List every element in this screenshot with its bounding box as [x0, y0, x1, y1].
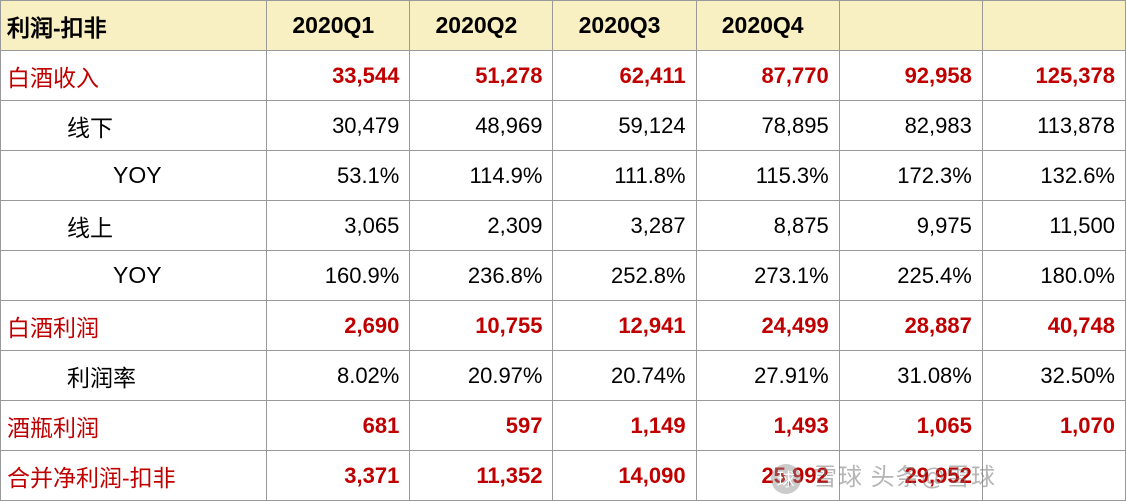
data-cell: 28,887 — [839, 301, 982, 351]
table-row: 利润率8.02%20.97%20.74%27.91%31.08%32.50% — [1, 351, 1126, 401]
data-cell: 1,149 — [553, 401, 696, 451]
data-cell: 33,544 — [267, 51, 410, 101]
row-label: 白酒收入 — [1, 51, 267, 101]
data-cell: 114.9% — [410, 151, 553, 201]
header-cell: 利润-扣非 — [1, 1, 267, 51]
data-cell: 51,278 — [410, 51, 553, 101]
data-cell: 8,875 — [696, 201, 839, 251]
data-cell: 125,378 — [982, 51, 1125, 101]
data-cell: 31.08% — [839, 351, 982, 401]
row-label: 线上 — [1, 201, 267, 251]
data-cell: 30,479 — [267, 101, 410, 151]
data-cell: 1,070 — [982, 401, 1125, 451]
data-cell: 681 — [267, 401, 410, 451]
data-cell: 11,500 — [982, 201, 1125, 251]
data-cell: 24,499 — [696, 301, 839, 351]
table-row: 合并净利润-扣非3,37111,35214,09025,99229,952 — [1, 451, 1126, 501]
data-cell: 2,309 — [410, 201, 553, 251]
data-cell: 8.02% — [267, 351, 410, 401]
row-label: 利润率 — [1, 351, 267, 401]
data-cell: 11,352 — [410, 451, 553, 501]
data-cell: 92,958 — [839, 51, 982, 101]
data-cell: 1,493 — [696, 401, 839, 451]
table-row: 白酒利润2,69010,75512,94124,49928,88740,748 — [1, 301, 1126, 351]
table-row: 线上3,0652,3093,2878,8759,97511,500 — [1, 201, 1126, 251]
data-cell: 78,895 — [696, 101, 839, 151]
data-cell: 20.74% — [553, 351, 696, 401]
table-row: YOY160.9%236.8%252.8%273.1%225.4%180.0% — [1, 251, 1126, 301]
data-cell: 3,371 — [267, 451, 410, 501]
data-cell: 3,287 — [553, 201, 696, 251]
header-cell: 2020Q1 — [267, 1, 410, 51]
data-cell: 82,983 — [839, 101, 982, 151]
data-cell: 113,878 — [982, 101, 1125, 151]
row-label: YOY — [1, 151, 267, 201]
data-cell: 160.9% — [267, 251, 410, 301]
table-row: 线下30,47948,96959,12478,89582,983113,878 — [1, 101, 1126, 151]
data-cell: 2,690 — [267, 301, 410, 351]
data-cell: 53.1% — [267, 151, 410, 201]
table-header-row: 利润-扣非 2020Q1 2020Q2 2020Q3 2020Q4 — [1, 1, 1126, 51]
table-row: 白酒收入33,54451,27862,41187,77092,958125,37… — [1, 51, 1126, 101]
data-cell: 9,975 — [839, 201, 982, 251]
data-cell: 111.8% — [553, 151, 696, 201]
data-cell: 225.4% — [839, 251, 982, 301]
data-cell: 273.1% — [696, 251, 839, 301]
data-cell: 27.91% — [696, 351, 839, 401]
row-label: 酒瓶利润 — [1, 401, 267, 451]
data-cell: 132.6% — [982, 151, 1125, 201]
data-cell: 87,770 — [696, 51, 839, 101]
header-cell — [839, 1, 982, 51]
data-cell: 172.3% — [839, 151, 982, 201]
data-cell: 597 — [410, 401, 553, 451]
table-body: 白酒收入33,54451,27862,41187,77092,958125,37… — [1, 51, 1126, 501]
data-cell: 48,969 — [410, 101, 553, 151]
data-cell: 236.8% — [410, 251, 553, 301]
row-label: 线下 — [1, 101, 267, 151]
data-cell: 59,124 — [553, 101, 696, 151]
table-row: 酒瓶利润6815971,1491,4931,0651,070 — [1, 401, 1126, 451]
data-cell: 12,941 — [553, 301, 696, 351]
data-cell: 1,065 — [839, 401, 982, 451]
header-cell: 2020Q2 — [410, 1, 553, 51]
data-cell: 62,411 — [553, 51, 696, 101]
data-cell: 20.97% — [410, 351, 553, 401]
financial-table: 利润-扣非 2020Q1 2020Q2 2020Q3 2020Q4 白酒收入33… — [0, 0, 1126, 501]
data-cell: 14,090 — [553, 451, 696, 501]
header-cell: 2020Q3 — [553, 1, 696, 51]
row-label: 白酒利润 — [1, 301, 267, 351]
table-row: YOY53.1%114.9%111.8%115.3%172.3%132.6% — [1, 151, 1126, 201]
header-cell — [982, 1, 1125, 51]
data-cell: 10,755 — [410, 301, 553, 351]
data-cell: 252.8% — [553, 251, 696, 301]
data-cell: 32.50% — [982, 351, 1125, 401]
data-cell: 25,992 — [696, 451, 839, 501]
row-label: 合并净利润-扣非 — [1, 451, 267, 501]
data-cell: 40,748 — [982, 301, 1125, 351]
header-cell: 2020Q4 — [696, 1, 839, 51]
data-cell: 115.3% — [696, 151, 839, 201]
data-cell — [982, 451, 1125, 501]
data-cell: 3,065 — [267, 201, 410, 251]
row-label: YOY — [1, 251, 267, 301]
data-cell: 180.0% — [982, 251, 1125, 301]
data-cell: 29,952 — [839, 451, 982, 501]
